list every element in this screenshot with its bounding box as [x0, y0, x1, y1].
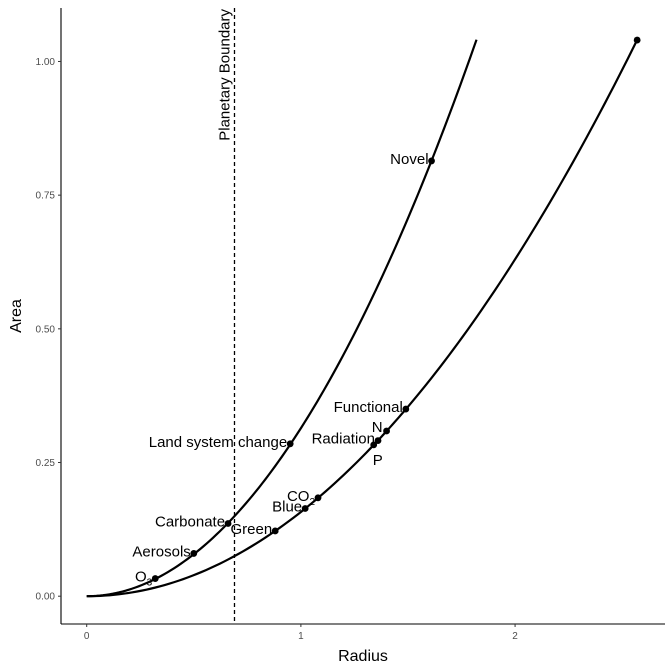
data-point — [271, 527, 279, 535]
data-label: CO2 — [287, 488, 316, 508]
data-label: Novel — [390, 151, 428, 168]
data-label: Land system change — [149, 434, 287, 451]
data-point — [286, 440, 294, 448]
y-tick-label: 0.75 — [36, 191, 56, 202]
data-label: Functional — [334, 399, 403, 416]
series-1-line — [86, 39, 478, 598]
x-tick-label: 0 — [84, 631, 90, 642]
x-axis-title: Radius — [338, 648, 388, 665]
data-label: Green — [230, 521, 272, 538]
x-tick-label: 2 — [512, 631, 518, 642]
data-label: Carbonate — [155, 513, 225, 530]
y-axis-title: Area — [8, 299, 25, 333]
y-tick-label: 1.00 — [36, 57, 56, 68]
x-tick-label: 1 — [298, 631, 304, 642]
data-point — [190, 550, 198, 557]
series-2-line — [86, 39, 639, 598]
data-label: Blue — [272, 499, 302, 516]
data-point — [301, 505, 309, 512]
data-label: N — [372, 419, 383, 436]
data-point — [370, 441, 378, 449]
data-point — [314, 494, 322, 502]
data-point — [633, 36, 641, 44]
data-point — [151, 575, 159, 582]
y-tick-label: 0.25 — [36, 458, 56, 469]
data-point — [374, 437, 382, 444]
data-label: P — [373, 452, 383, 469]
planetary-boundary-label: Planetary Boundary — [216, 9, 233, 141]
data-label: Aerosols — [132, 543, 190, 560]
data-point — [224, 520, 232, 527]
data-label: Radiation — [312, 431, 375, 448]
y-tick-label: 0.50 — [36, 324, 56, 335]
y-tick-label: 0.00 — [36, 592, 56, 603]
data-point — [402, 405, 410, 413]
data-point — [383, 427, 390, 435]
data-point — [428, 157, 435, 165]
data-label: O3 — [135, 569, 153, 589]
